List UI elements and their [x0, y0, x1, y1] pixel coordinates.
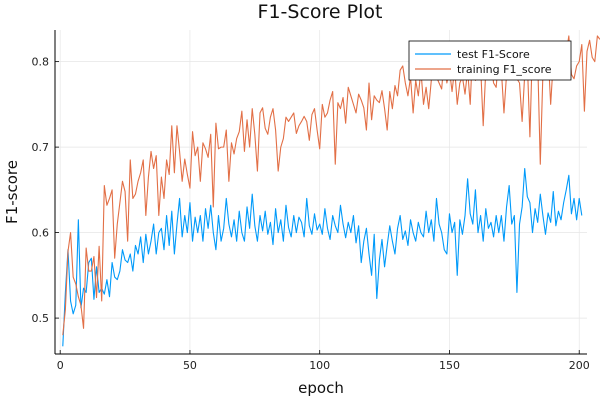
- legend-label-training: training F1_score: [457, 63, 552, 76]
- y-tick-label: 0.5: [32, 312, 50, 325]
- tick-labels: 0 50 100 150 200 0.5 0.6 0.7 0.8: [32, 56, 590, 372]
- x-tick-label: 100: [309, 359, 330, 372]
- x-tick-label: 200: [569, 359, 590, 372]
- series-lines: [62, 35, 600, 347]
- test-f1-score-line: [62, 167, 583, 347]
- y-tick-label: 0.8: [32, 56, 50, 69]
- legend-label-test: test F1-Score: [457, 48, 530, 61]
- y-tick-label: 0.6: [32, 227, 50, 240]
- y-axis-label: F1-score: [3, 160, 21, 224]
- axes: [54, 30, 587, 355]
- training-f1-score-line: [62, 35, 600, 336]
- x-axis-label: epoch: [298, 379, 344, 397]
- x-tick-label: 0: [57, 359, 64, 372]
- legend-box: [408, 40, 572, 81]
- x-tick-label: 150: [439, 359, 460, 372]
- y-tick-label: 0.7: [32, 141, 50, 154]
- x-tick-label: 50: [183, 359, 197, 372]
- chart-title: F1-Score Plot: [258, 1, 383, 23]
- legend: test F1-Score training F1_score: [408, 40, 572, 81]
